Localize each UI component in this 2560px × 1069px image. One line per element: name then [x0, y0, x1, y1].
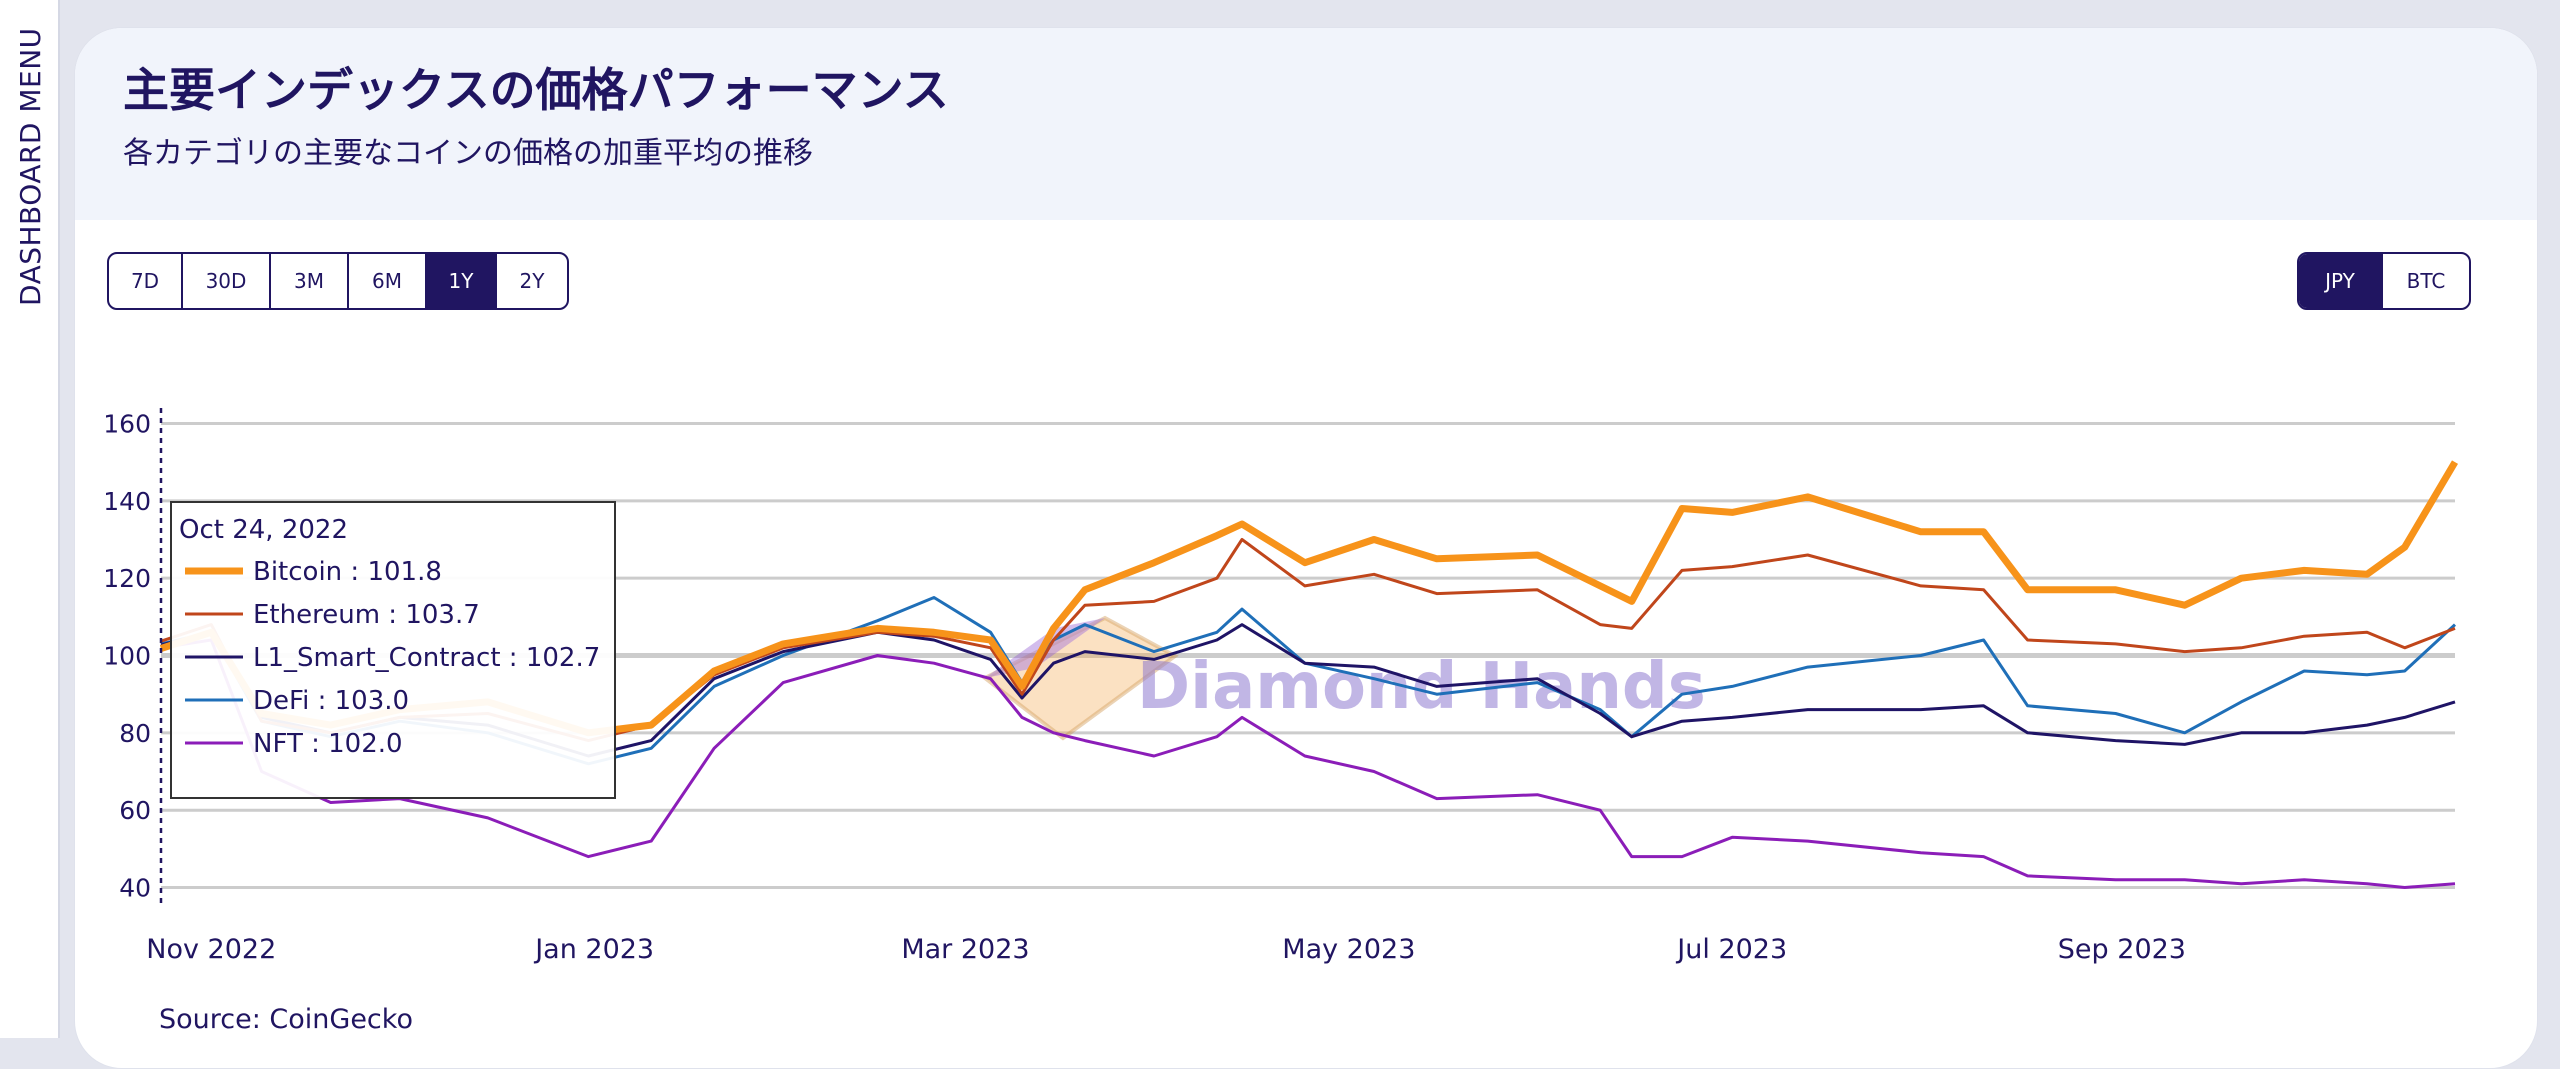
range-button-30d[interactable]: 30D	[183, 254, 271, 308]
y-tick-label: 40	[119, 874, 151, 903]
watermark-diamond-icon	[981, 615, 1179, 741]
side-menu-label[interactable]: DASHBOARD MENU	[14, 27, 47, 306]
y-tick-label: 120	[103, 564, 151, 593]
y-tick-label: 160	[103, 409, 151, 438]
chart-card: 主要インデックスの価格パフォーマンス 各カテゴリの主要なコインの価格の加重平均の…	[74, 27, 2538, 1069]
range-button-7d[interactable]: 7D	[109, 254, 183, 308]
x-tick-label: Sep 2023	[2058, 934, 2186, 965]
currency-button-jpy[interactable]: JPY	[2299, 254, 2383, 308]
series-line-nft[interactable]	[160, 638, 2456, 889]
watermark: Diamond Hands	[981, 615, 1706, 741]
x-axis-ticks: Nov 2022 Jan 2023 Mar 2023 May 2023 Jul 2023…	[146, 934, 2186, 965]
tooltip-date: Oct 24, 2022	[179, 515, 348, 545]
currency-button-btc[interactable]: BTC	[2406, 269, 2446, 293]
page-title: 主要インデックスの価格パフォーマンス	[123, 63, 949, 117]
x-tick-label: May 2023	[1282, 934, 1415, 965]
range-button-2y[interactable]: 2Y	[519, 269, 545, 293]
y-tick-label: 80	[119, 719, 151, 748]
y-axis-ticks: 40 60 80 100 120 140 160	[103, 409, 151, 902]
tooltip-row-ethereum: Ethereum : 103.7	[253, 600, 480, 630]
range-button-1y[interactable]: 1Y	[427, 254, 497, 308]
range-button-3m[interactable]: 3M	[271, 254, 349, 308]
tooltip-row-nft: NFT : 102.0	[253, 729, 403, 759]
source-note: Source: CoinGecko	[159, 1004, 413, 1035]
x-tick-label: Mar 2023	[901, 934, 1029, 965]
y-tick-label: 60	[119, 796, 151, 825]
side-menu[interactable]: DASHBOARD MENU	[0, 0, 60, 1038]
time-range-selector: 7D 30D 3M 6M 1Y 2Y	[107, 252, 569, 310]
x-tick-label: Nov 2022	[146, 934, 276, 965]
tooltip-row-l1-smart-contract: L1_Smart_Contract : 102.7	[253, 643, 600, 673]
currency-selector: JPY BTC	[2297, 252, 2471, 310]
range-button-6m[interactable]: 6M	[349, 254, 427, 308]
price-chart[interactable]: 40 60 80 100 120 140 160 Nov 2022 Jan 2023 Mar 2…	[75, 28, 2537, 1068]
x-tick-label: Jan 2023	[533, 934, 654, 965]
card-header: 主要インデックスの価格パフォーマンス 各カテゴリの主要なコインの価格の加重平均の…	[75, 28, 2537, 220]
tooltip-row-bitcoin: Bitcoin : 101.8	[253, 557, 442, 587]
tooltip: Oct 24, 2022 Bitcoin : 101.8 Ethereum : 1…	[170, 501, 616, 799]
watermark-text: Diamond Hands	[1137, 650, 1706, 724]
tooltip-box	[170, 501, 616, 799]
page-subtitle: 各カテゴリの主要なコインの価格の加重平均の推移	[123, 136, 813, 171]
y-tick-label: 140	[103, 487, 151, 516]
y-tick-label: 100	[103, 642, 151, 671]
tooltip-row-defi: DeFi : 103.0	[253, 686, 409, 716]
x-tick-label: Jul 2023	[1675, 934, 1787, 965]
